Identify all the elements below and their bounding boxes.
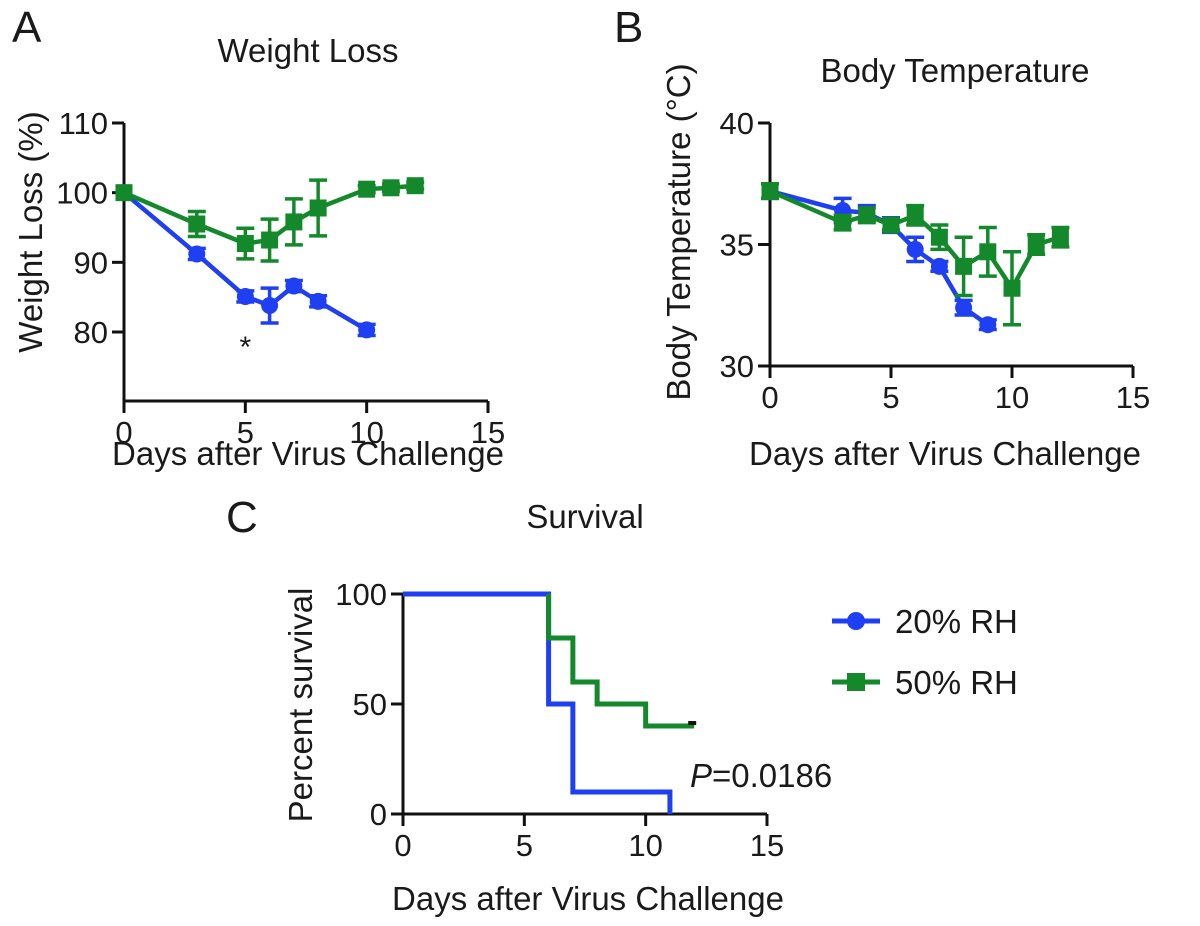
data-point-circle [285,277,303,295]
data-point-square [955,257,973,275]
plot-area: 0 50 100 0 5 10 15 [335,577,784,863]
x-axis-label: Days after Virus Challenge [112,435,504,472]
data-point-circle [930,257,948,275]
x-tick-label: 10 [349,415,383,450]
panel-survival: C Survival Percent survival Days after V… [226,493,1018,917]
x-tick-label: 10 [995,380,1029,415]
p-value-annotation: P=0.0186 [690,757,832,794]
y-tick-label: 40 [720,106,754,141]
x-tick-label: 0 [115,415,132,450]
chart-title: Survival [526,498,643,535]
data-point-circle [261,297,279,315]
data-point-square [115,184,133,202]
panel-body-temperature: B Body Temperature Body Temperature (°C)… [614,3,1150,472]
plot-area: 80 90 100 110 0 5 10 15 * [56,106,505,450]
data-point-square [761,182,779,200]
data-point-square [930,228,948,246]
data-point-circle [979,316,997,334]
data-point-circle [309,292,327,310]
legend: 20% RH 50% RH [832,603,1018,701]
data-point-square [309,199,327,217]
data-point-square [834,214,852,232]
series-1 [115,177,425,263]
survival-step-line [546,594,695,729]
y-tick-label: 0 [370,797,387,832]
data-point-square [1003,279,1021,297]
y-tick-label: 50 [353,687,387,722]
data-point-square [261,231,279,249]
significance-asterisk: * [239,331,251,364]
legend-item-50rh: 50% RH [832,664,1018,701]
data-point-circle [236,287,254,305]
data-point-square [285,213,303,231]
legend-square-marker [847,673,865,691]
y-tick-label: 100 [56,176,108,211]
x-axis-label: Days after Virus Challenge [749,435,1141,472]
data-point-square [1027,236,1045,253]
x-tick-label: 5 [516,828,533,863]
data-point-square [882,216,900,234]
legend-label: 20% RH [895,603,1018,640]
y-tick-label: 90 [74,245,108,280]
panel-letter-b: B [614,3,643,52]
data-point-square [358,180,376,198]
plot-area: 30 35 40 0 5 10 15 [720,106,1151,415]
y-tick-label: 110 [59,106,108,141]
series-1 [546,594,697,729]
legend-item-20rh: 20% RH [832,603,1018,640]
series-1 [761,182,1070,327]
x-tick-label: 5 [882,380,899,415]
y-axis-label: Weight Loss (%) [12,111,49,352]
data-point-circle [906,240,924,258]
series-0 [761,182,997,334]
y-tick-label: 100 [335,577,387,612]
x-tick-label: 15 [750,828,784,863]
data-point-square [236,235,254,253]
x-tick-label: 15 [471,415,505,450]
panel-letter-a: A [12,3,42,52]
data-point-square [979,243,997,261]
chart-title: Body Temperature [820,52,1089,89]
legend-label: 50% RH [895,664,1018,701]
data-point-square [858,206,876,224]
chart-title: Weight Loss [218,32,399,69]
x-tick-label: 0 [761,380,778,415]
x-tick-label: 10 [628,828,662,863]
series-line [122,190,368,332]
data-point-square [188,215,206,233]
data-point-circle [188,245,206,263]
panel-letter-c: C [226,493,258,542]
data-point-square [1051,228,1069,246]
legend-circle-marker [847,612,865,630]
y-tick-label: 30 [720,349,754,384]
data-point-circle [955,299,973,317]
x-axis-label: Days after Virus Challenge [392,880,784,917]
x-tick-label: 15 [1116,380,1150,415]
y-tick-label: 35 [720,228,754,263]
x-tick-label: 5 [237,415,254,450]
data-point-circle [358,321,376,339]
data-point-square [906,206,924,224]
y-tick-label: 80 [74,315,108,350]
y-axis-label: Percent survival [282,588,319,823]
panel-weight-loss: A Weight Loss Weight Loss (%) Days after… [12,3,505,472]
data-point-square [382,179,400,197]
x-tick-label: 0 [394,828,411,863]
y-axis-label: Body Temperature (°C) [660,63,697,400]
data-point-square [406,177,424,195]
